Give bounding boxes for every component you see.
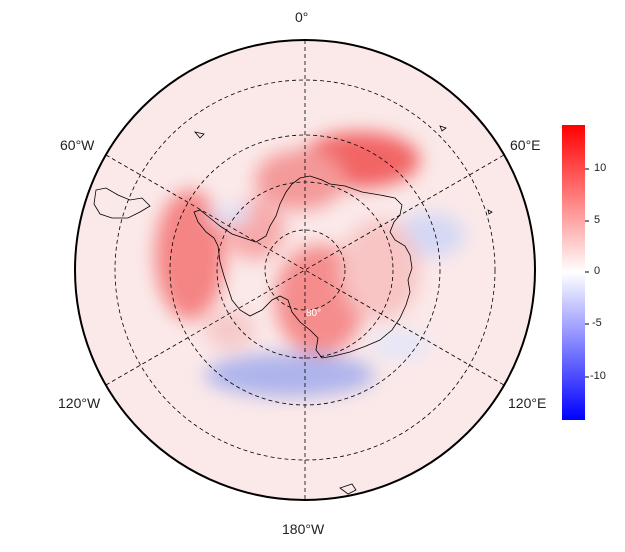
lon-label-180w: 180°W — [282, 521, 325, 537]
lat-label-80: 80° — [306, 308, 322, 319]
lon-label-120e: 120°E — [508, 395, 547, 411]
lon-label-60w: 60°W — [60, 137, 95, 153]
colorbar-tick-0: 0 — [594, 265, 601, 277]
colorbar — [562, 125, 585, 420]
anomaly-field — [75, 40, 535, 500]
colorbar-ticks — [585, 168, 589, 378]
colorbar-tick-neg10: -10 — [590, 370, 606, 382]
lon-label-60e: 60°E — [510, 137, 541, 153]
coastline — [93, 125, 493, 495]
map-boundary — [74, 39, 536, 501]
colorbar-tick-10: 10 — [594, 162, 607, 174]
lon-label-0: 0° — [295, 9, 309, 25]
colorbar-tick-5: 5 — [594, 214, 601, 226]
lon-label-120w: 120°W — [58, 395, 101, 411]
graticule — [105, 40, 505, 500]
colorbar-tick-neg5: -5 — [592, 317, 602, 329]
